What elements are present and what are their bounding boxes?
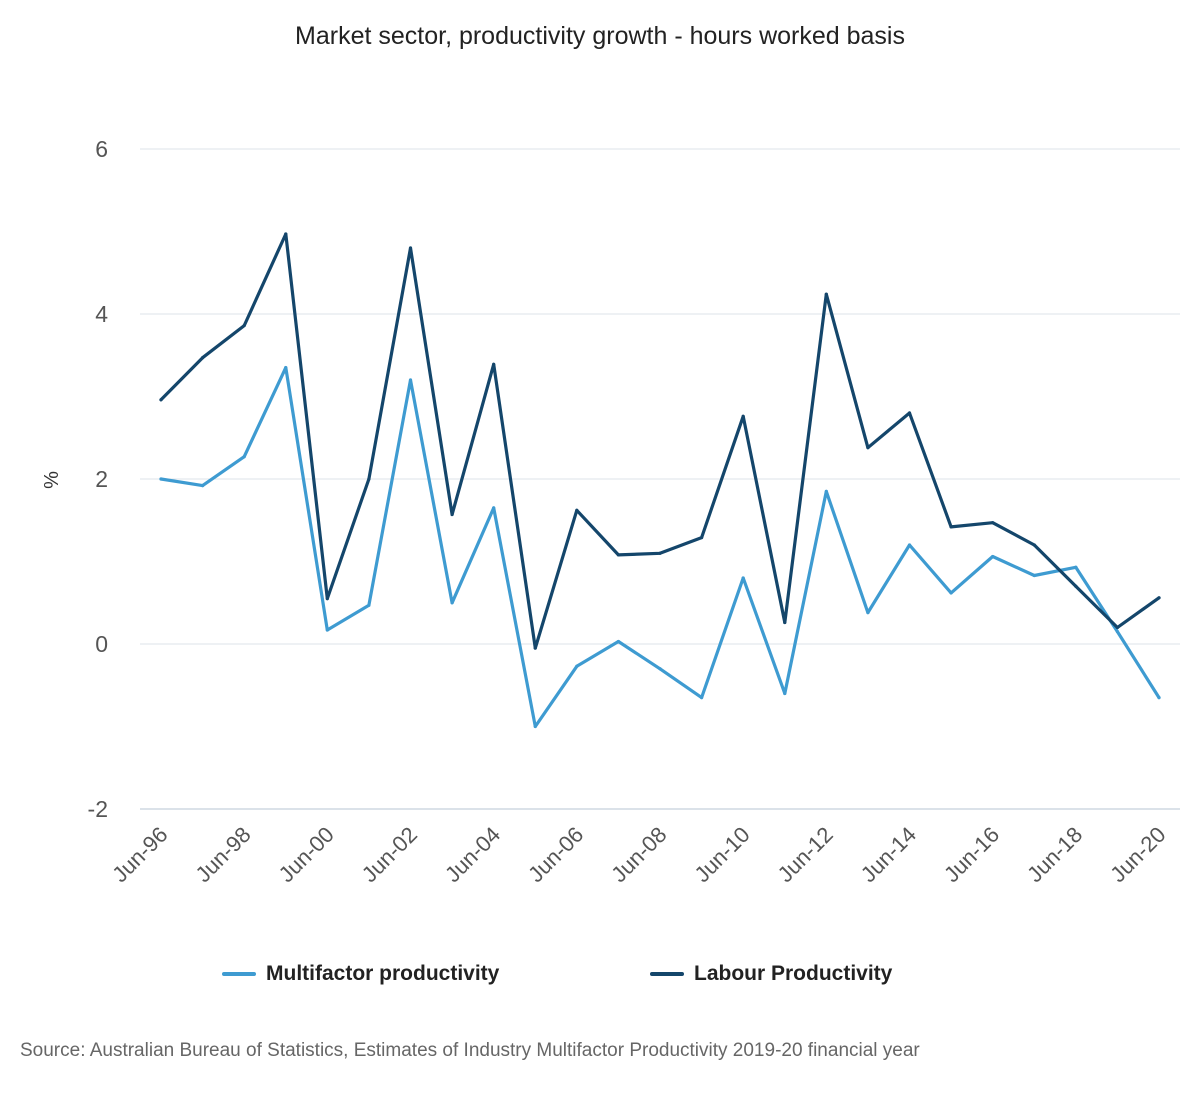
legend-item-multifactor[interactable]: Multifactor productivity: [222, 962, 499, 986]
x-tick-label: Jun-12: [773, 822, 838, 887]
data-point-multifactor: [492, 506, 496, 510]
data-point-multifactor: [242, 455, 246, 459]
line-chart: -2 0 2 4 6% Jun-96 Jun-98 Jun-00 Jun-02 Jun-04 Jun…: [41, 136, 1180, 887]
y-axis-label: %: [41, 471, 63, 489]
legend-item-labour[interactable]: Labour Productivity: [650, 962, 892, 986]
legend: Multifactor productivity Labour Producti…: [0, 962, 1200, 998]
data-point-labour: [1074, 584, 1078, 588]
data-point-labour: [866, 446, 870, 450]
data-point-multifactor: [1032, 573, 1036, 578]
data-point-labour: [242, 323, 246, 328]
data-point-multifactor: [907, 543, 912, 547]
x-tick-label: Jun-06: [523, 822, 588, 887]
y-tick-label: -2: [88, 796, 108, 822]
legend-swatch-labour: [650, 972, 684, 976]
x-tick-label: Jun-18: [1022, 822, 1087, 887]
data-point-multifactor: [325, 628, 329, 632]
data-point-multifactor: [741, 576, 745, 580]
data-point-multifactor: [575, 664, 579, 668]
legend-label-multifactor: Multifactor productivity: [266, 962, 500, 985]
data-point-labour: [1115, 625, 1120, 630]
data-point-multifactor: [1074, 565, 1078, 569]
data-point-labour: [658, 551, 662, 555]
data-point-labour: [991, 521, 995, 525]
x-tick-label: Jun-10: [689, 822, 754, 887]
data-point-labour: [367, 477, 371, 481]
data-point-labour: [408, 246, 413, 250]
data-point-multifactor: [699, 696, 704, 700]
legend-swatch-multifactor: [222, 972, 256, 976]
data-point-multifactor: [284, 366, 288, 370]
series-line-labour: [159, 232, 1161, 650]
series-line-multifactor: [159, 366, 1161, 729]
data-point-multifactor: [1115, 630, 1120, 634]
data-point-multifactor: [367, 603, 371, 607]
data-point-labour: [741, 414, 745, 418]
data-point-labour: [699, 535, 704, 540]
x-tick-label: Jun-14: [856, 822, 921, 887]
data-point-multifactor: [949, 591, 953, 595]
data-point-labour: [1157, 596, 1161, 600]
data-point-labour: [949, 525, 953, 529]
data-point-multifactor: [991, 554, 995, 559]
data-point-labour: [450, 512, 454, 517]
x-tick-label: Jun-96: [107, 822, 172, 887]
x-tick-label: Jun-04: [440, 822, 505, 887]
data-point-multifactor: [200, 484, 205, 488]
data-point-labour: [325, 597, 329, 601]
data-point-multifactor: [1157, 696, 1161, 700]
data-point-multifactor: [408, 378, 413, 382]
x-tick-label: Jun-20: [1105, 822, 1170, 887]
x-tick-label: Jun-02: [357, 822, 422, 887]
data-point-labour: [533, 646, 537, 650]
data-point-labour: [575, 508, 579, 512]
data-point-labour: [616, 553, 621, 557]
data-point-labour: [783, 620, 787, 625]
data-point-labour: [1032, 543, 1036, 547]
data-point-labour: [824, 292, 828, 296]
data-point-labour: [284, 232, 288, 236]
data-point-multifactor: [616, 639, 621, 644]
data-point-labour: [492, 362, 496, 366]
x-tick-label: Jun-98: [190, 822, 255, 887]
x-tick-label: Jun-08: [606, 822, 671, 887]
data-point-labour: [907, 411, 912, 415]
data-point-multifactor: [824, 489, 828, 493]
x-tick-label: Jun-00: [274, 822, 339, 887]
y-tick-label: 4: [95, 301, 108, 327]
data-point-multifactor: [658, 667, 662, 671]
x-tick-label: Jun-16: [939, 822, 1004, 887]
chart-title: Market sector, productivity growth - hou…: [295, 22, 905, 50]
data-point-multifactor: [783, 691, 787, 696]
data-point-labour: [159, 398, 163, 402]
data-point-multifactor: [159, 477, 163, 481]
legend-label-labour: Labour Productivity: [694, 962, 893, 985]
y-tick-label: 2: [95, 466, 108, 492]
data-point-multifactor: [450, 601, 454, 605]
y-tick-label: 0: [95, 631, 108, 657]
data-point-multifactor: [866, 611, 870, 615]
data-point-multifactor: [533, 724, 537, 729]
source-note: Source: Australian Bureau of Statistics,…: [20, 1040, 920, 1061]
y-tick-label: 6: [95, 136, 108, 162]
data-point-labour: [200, 356, 205, 360]
